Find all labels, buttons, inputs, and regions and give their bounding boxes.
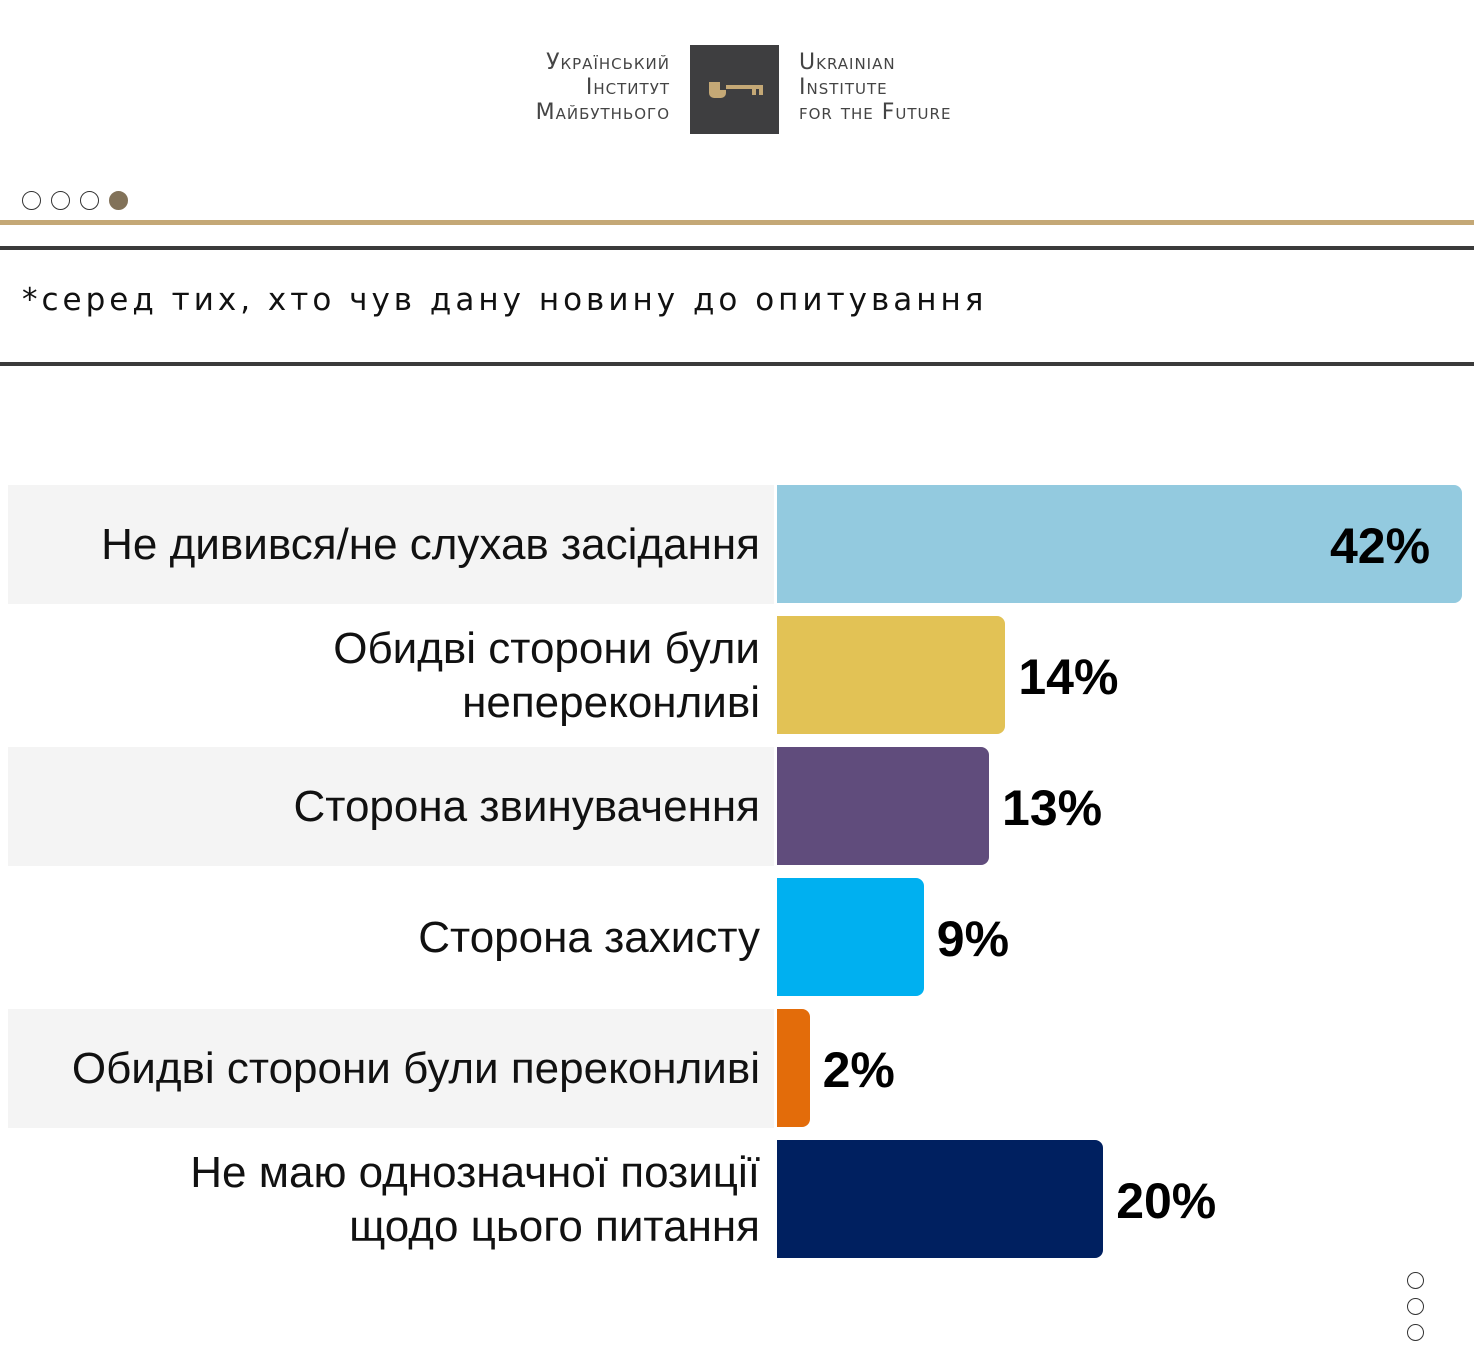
category-label-text: Обидві сторони були переконливі bbox=[71, 1043, 760, 1093]
bar bbox=[777, 1009, 810, 1127]
category-label: Не маю однозначної позиції щодо цього пи… bbox=[8, 1140, 760, 1259]
category-label-text: Не дивився/не слухав засідання bbox=[101, 519, 760, 569]
page-dot[interactable] bbox=[80, 191, 99, 210]
dark-divider bbox=[0, 246, 1474, 250]
data-label: 13% bbox=[1002, 780, 1103, 836]
category-label: Сторона захисту bbox=[8, 878, 760, 997]
row-background bbox=[8, 747, 774, 866]
logo-ua-line: Майбутнього bbox=[535, 100, 670, 125]
bar bbox=[777, 1140, 1104, 1258]
category-label-text: Сторона захисту bbox=[418, 912, 760, 962]
side-pagination bbox=[1407, 1272, 1424, 1341]
logo-ua-line: Український bbox=[546, 50, 670, 75]
side-dot[interactable] bbox=[1407, 1272, 1424, 1289]
side-dot[interactable] bbox=[1407, 1324, 1424, 1341]
page-dot-active[interactable] bbox=[109, 191, 128, 210]
bar bbox=[777, 616, 1006, 734]
logo-text-en: Ukrainian Institute for the Future bbox=[799, 50, 951, 125]
logo-text-ua: Український Інститут Майбутнього bbox=[536, 50, 670, 125]
logo-mark bbox=[690, 45, 779, 134]
side-dot[interactable] bbox=[1407, 1298, 1424, 1315]
category-label-text: Не маю однозначної позиції щодо цього пи… bbox=[190, 1147, 760, 1251]
dark-divider bbox=[0, 362, 1474, 366]
row-background bbox=[8, 485, 774, 604]
logo-ua-line: Інститут bbox=[585, 75, 670, 100]
category-label-text: Сторона звинувачення bbox=[293, 781, 760, 831]
category-label: Обидві сторони були непереконливі bbox=[8, 616, 760, 735]
row-background bbox=[8, 1009, 774, 1128]
data-label: 14% bbox=[1018, 649, 1119, 705]
key-icon bbox=[709, 82, 763, 98]
page-dot[interactable] bbox=[22, 191, 41, 210]
gold-divider bbox=[0, 220, 1474, 225]
category-label: Сторона звинувачення bbox=[8, 747, 760, 866]
footnote: *серед тих, хто чув дану новину до опиту… bbox=[22, 282, 988, 318]
category-label: Обидві сторони були переконливі bbox=[8, 1009, 760, 1128]
data-label: 9% bbox=[936, 911, 1010, 967]
logo-en-line: for the Future bbox=[799, 100, 952, 125]
logo-en-line: Ukrainian bbox=[799, 50, 896, 75]
bar bbox=[777, 747, 990, 865]
data-label: 2% bbox=[822, 1042, 895, 1098]
bar bbox=[777, 485, 1462, 603]
logo-en-line: Institute bbox=[799, 75, 888, 100]
category-label: Не дивився/не слухав засідання bbox=[8, 485, 760, 604]
data-label: 42% bbox=[1330, 518, 1431, 574]
page-dot[interactable] bbox=[51, 191, 70, 210]
bar bbox=[777, 878, 924, 996]
slide-pagination bbox=[22, 191, 128, 210]
data-label: 20% bbox=[1116, 1173, 1217, 1229]
category-label-text: Обидві сторони були непереконливі bbox=[333, 623, 760, 727]
